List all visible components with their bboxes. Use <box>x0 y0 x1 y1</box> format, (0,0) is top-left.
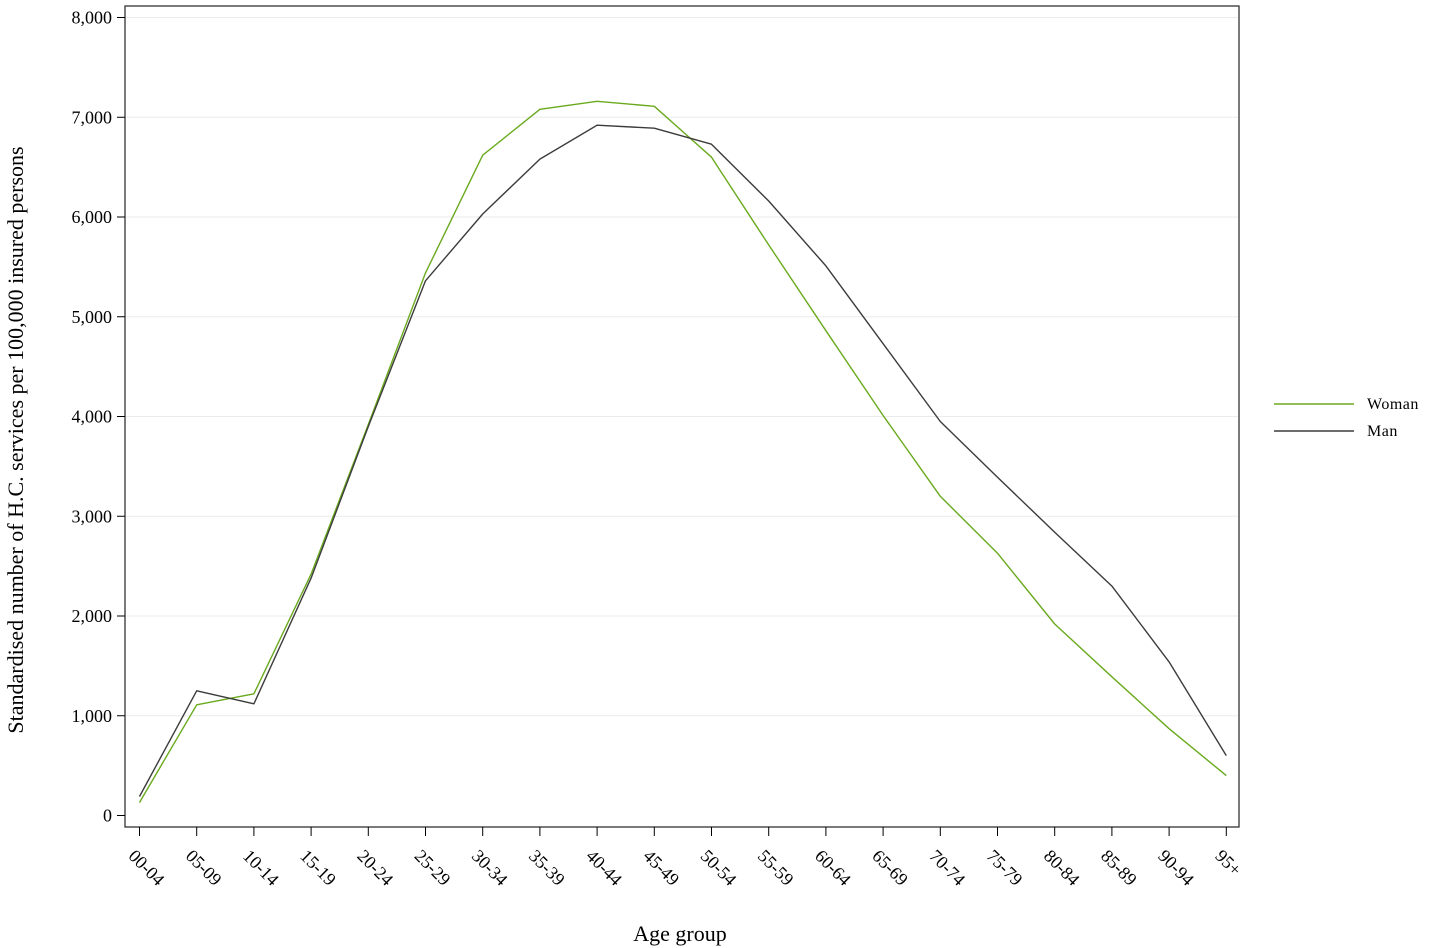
series-lines <box>138 100 1227 803</box>
x-tick-label: 60-64 <box>811 846 855 890</box>
y-tick-label: 2,000 <box>72 606 113 626</box>
y-tick-label: 5,000 <box>72 307 113 327</box>
y-tick-label: 6,000 <box>72 207 113 227</box>
y-axis-title: Standardised number of H.C. services per… <box>3 146 28 733</box>
y-tick-label: 4,000 <box>72 407 113 427</box>
x-tick-label: 95+ <box>1211 846 1245 880</box>
x-tick-label: 15-19 <box>296 846 340 890</box>
x-tick-label: 00-04 <box>125 846 169 890</box>
x-tick-label: 40-44 <box>582 846 626 890</box>
y-tick-label: 1,000 <box>72 706 113 726</box>
x-tick-label: 50-54 <box>697 846 741 890</box>
y-axis: 0 1,000 2,000 3,000 4,000 5,000 6,000 7,000 8,00… <box>72 8 125 826</box>
y-tick-label: 3,000 <box>72 506 113 526</box>
x-tick-label: 70-74 <box>925 846 969 890</box>
series-line-man <box>138 124 1227 797</box>
gridlines <box>126 17 1238 717</box>
x-tick-label: 35-39 <box>525 846 569 890</box>
legend: Woman Man <box>1274 396 1419 440</box>
series-line-woman <box>138 100 1227 803</box>
y-tick-label: 8,000 <box>72 8 113 28</box>
y-tick-label: 7,000 <box>72 107 113 127</box>
x-tick-label: 55-59 <box>754 846 798 890</box>
x-tick-label: 45-49 <box>639 846 683 890</box>
x-tick-label: 10-14 <box>239 846 283 890</box>
x-tick-label: 80-84 <box>1040 846 1084 890</box>
x-tick-label: 75-79 <box>983 846 1027 890</box>
legend-label-man: Man <box>1367 423 1398 440</box>
x-tick-label: 90-94 <box>1154 846 1198 890</box>
x-tick-label: 25-29 <box>411 846 455 890</box>
x-tick-label: 85-89 <box>1097 846 1141 890</box>
x-tick-label: 20-24 <box>353 846 397 890</box>
legend-label-woman: Woman <box>1367 396 1419 413</box>
x-tick-label: 30-34 <box>468 846 512 890</box>
x-axis-title: Age group <box>633 921 726 946</box>
y-tick-label: 0 <box>103 806 112 826</box>
x-tick-label: 05-09 <box>182 846 226 890</box>
x-axis: 00-04 05-09 10-14 15-19 20-24 25-29 30-34 35-39… <box>125 827 1246 890</box>
x-tick-label: 65-69 <box>868 846 912 890</box>
